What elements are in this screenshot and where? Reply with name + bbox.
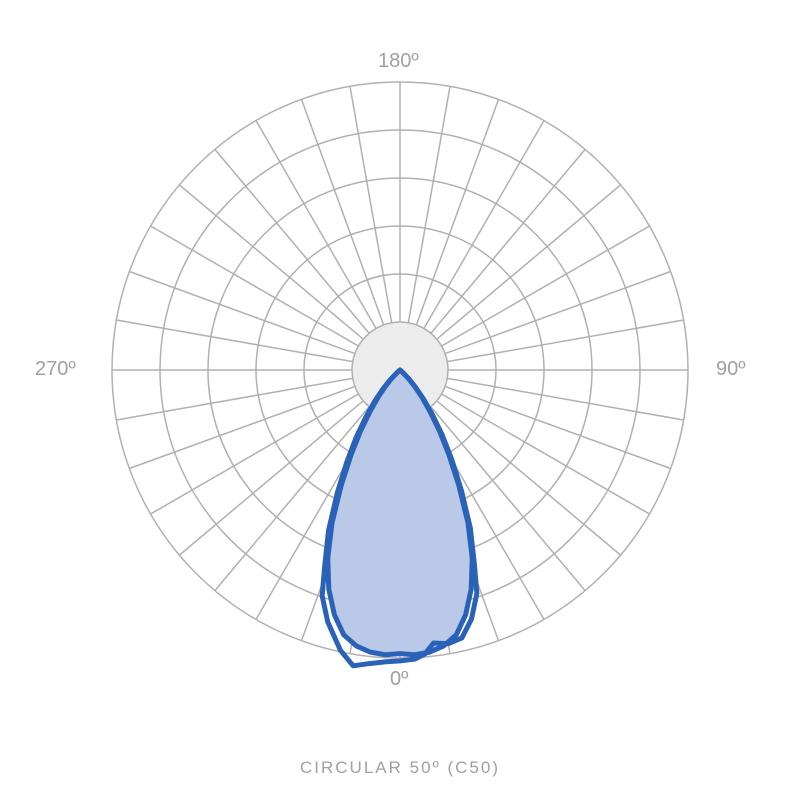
axis-label-180: 180º (378, 50, 419, 73)
polar-chart: 180º 90º 0º 270º CIRCULAR 50º (C50) (0, 0, 800, 800)
axis-label-0: 0º (390, 668, 408, 691)
axis-label-270: 270º (35, 358, 76, 381)
axis-label-90: 90º (716, 358, 746, 381)
chart-caption: CIRCULAR 50º (C50) (0, 758, 800, 778)
